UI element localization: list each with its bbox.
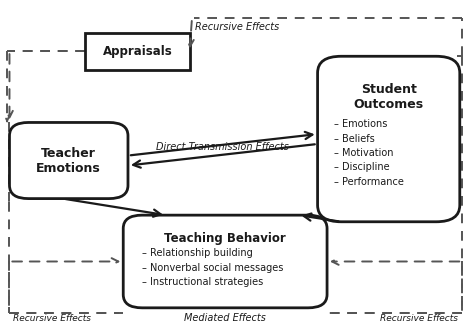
Text: Recursive Effects: Recursive Effects — [381, 314, 458, 323]
Text: Recursive Effects: Recursive Effects — [13, 314, 91, 323]
Text: Teaching Behavior: Teaching Behavior — [164, 232, 286, 245]
Text: Direct Transmission Effects: Direct Transmission Effects — [156, 142, 289, 152]
Text: Recursive Effects: Recursive Effects — [195, 22, 279, 31]
Text: Mediated Effects: Mediated Effects — [184, 313, 266, 323]
Text: Appraisals: Appraisals — [102, 45, 173, 58]
Text: – Relationship building
– Nonverbal social messages
– Instructional strategies: – Relationship building – Nonverbal soci… — [142, 248, 283, 287]
FancyBboxPatch shape — [318, 56, 460, 222]
FancyBboxPatch shape — [9, 122, 128, 199]
Text: – Emotions
– Beliefs
– Motivation
– Discipline
– Performance: – Emotions – Beliefs – Motivation – Disc… — [334, 119, 404, 187]
FancyBboxPatch shape — [123, 215, 327, 308]
Text: Teacher
Emotions: Teacher Emotions — [36, 147, 101, 174]
Bar — [85, 33, 190, 70]
Text: Student
Outcomes: Student Outcomes — [354, 83, 424, 111]
